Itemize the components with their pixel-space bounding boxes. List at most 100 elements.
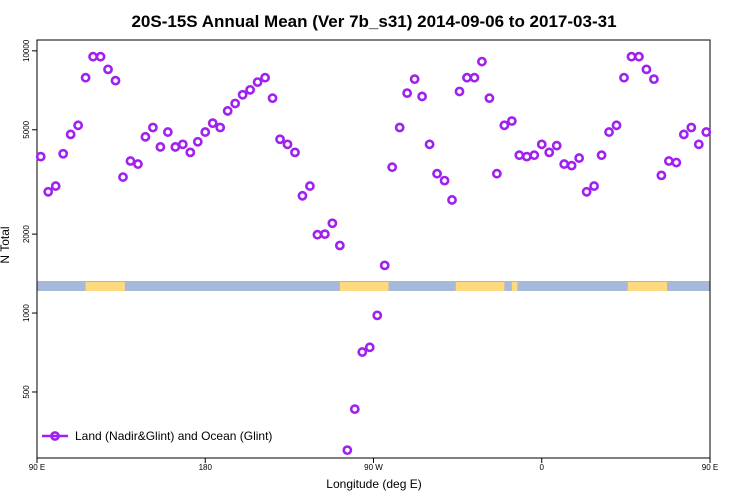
data-point <box>671 157 682 168</box>
data-point <box>140 131 151 142</box>
data-point <box>342 445 353 456</box>
data-point <box>364 342 375 353</box>
land-segment <box>627 282 668 291</box>
x-tick-label: 0 <box>540 463 545 472</box>
data-point <box>469 72 480 83</box>
data-point <box>477 56 487 67</box>
data-point <box>267 93 278 104</box>
x-tick-label: 90 E <box>702 463 718 472</box>
data-point <box>551 140 562 151</box>
x-tick-label: 90 E <box>29 463 45 472</box>
x-tick-label: 90 W <box>364 463 383 472</box>
data-point <box>110 75 121 86</box>
data-point <box>417 91 428 102</box>
data-point <box>439 175 450 186</box>
surface-strip <box>37 281 710 291</box>
data-point <box>462 72 472 83</box>
data-point <box>170 142 181 152</box>
data-point <box>686 122 697 133</box>
data-point <box>693 139 704 150</box>
data-point <box>222 106 233 116</box>
y-tick-label: 5000 <box>22 120 31 138</box>
data-point <box>88 51 98 62</box>
data-point <box>454 86 465 97</box>
data-point <box>529 150 540 161</box>
land-segment <box>85 282 125 291</box>
data-point <box>604 127 614 137</box>
data-point <box>305 181 315 191</box>
data-point <box>80 72 91 83</box>
data-point <box>581 186 592 197</box>
data-point <box>252 77 263 88</box>
data-point <box>125 156 136 166</box>
data-point <box>447 195 457 205</box>
data-point <box>155 142 166 152</box>
plot-frame <box>36 39 711 459</box>
data-point <box>544 147 555 158</box>
y-axis: 500 1000 2000 5000 10000 <box>22 39 37 399</box>
data-point <box>245 84 256 95</box>
data-point <box>312 229 323 240</box>
data-point <box>491 168 502 179</box>
data-point <box>334 240 345 251</box>
data-point <box>349 404 360 415</box>
legend-marker <box>50 431 60 441</box>
data-point <box>663 156 674 166</box>
data-point <box>297 190 308 201</box>
y-tick-label: 2000 <box>22 225 31 243</box>
data-point <box>394 122 405 133</box>
data-point <box>409 74 420 85</box>
data-point <box>230 98 241 109</box>
data-point <box>402 88 413 99</box>
y-tick-label: 500 <box>22 385 31 399</box>
data-point <box>148 122 158 133</box>
data-point <box>589 181 599 191</box>
data-point <box>260 72 270 83</box>
y-tick-label: 1000 <box>22 304 31 322</box>
data-point <box>484 93 495 104</box>
data-point <box>656 170 667 181</box>
data-point <box>387 162 398 173</box>
x-axis: 90 E 180 90 W 0 90 E <box>29 458 718 472</box>
data-point <box>619 72 629 83</box>
data-point <box>215 122 226 133</box>
data-point <box>103 64 113 75</box>
data-point <box>275 134 285 145</box>
legend-label: Land (Nadir&Glint) and Ocean (Glint) <box>75 429 272 443</box>
data-point <box>319 229 330 240</box>
data-point <box>521 151 532 162</box>
data-point <box>185 147 196 158</box>
data-point <box>634 51 644 62</box>
data-point <box>559 159 570 169</box>
data-point <box>499 120 510 131</box>
data-point <box>133 159 143 169</box>
data-point <box>282 139 293 150</box>
data-point <box>641 64 652 75</box>
data-point <box>162 127 173 137</box>
data-point <box>50 181 61 191</box>
data-point <box>35 151 46 162</box>
y-tick-label: 10000 <box>22 39 31 62</box>
data-point <box>200 127 211 137</box>
data-point <box>574 153 585 163</box>
land-segment <box>511 282 518 291</box>
data-point <box>514 150 525 161</box>
data-point <box>237 89 248 100</box>
land-segment <box>455 282 505 291</box>
data-point <box>626 51 637 62</box>
data-point <box>678 129 689 140</box>
data-point <box>536 139 547 150</box>
data-point <box>43 186 54 197</box>
data-point <box>73 120 84 131</box>
data-point <box>290 147 300 158</box>
data-point <box>506 116 517 126</box>
data-point <box>432 168 442 179</box>
chart-title: 20S-15S Annual Mean (Ver 7b_s31) 2014-09… <box>131 12 616 31</box>
data-point <box>424 139 435 150</box>
data-point <box>118 172 128 182</box>
x-tick-label: 180 <box>199 463 213 472</box>
y-axis-label: N Total <box>0 226 12 263</box>
data-point <box>649 74 659 85</box>
x-axis-label: Longitude (deg E) <box>326 477 421 491</box>
